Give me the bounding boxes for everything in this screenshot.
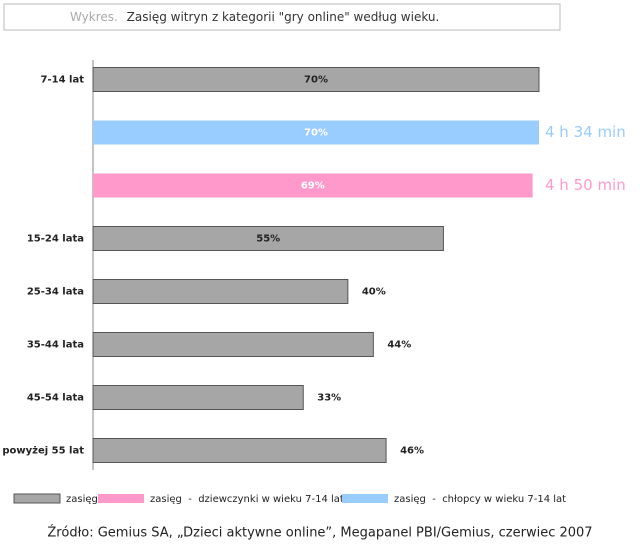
value-label: 70%	[304, 75, 328, 86]
legend-swatch	[13, 493, 61, 504]
bar	[93, 173, 533, 198]
value-label: 55%	[256, 234, 280, 245]
source: Źródło: Gemius SA, „Dzieci aktywne onlin…	[47, 525, 592, 541]
legend-label: zasięg - dziewczynki w wieku 7-14 lat	[150, 494, 344, 505]
bar	[92, 226, 444, 251]
chart-title: Wykres. Zasięg witryn z kategorii "gry o…	[70, 10, 439, 24]
category-label: 7-14 lat	[41, 75, 85, 86]
value-label: 40%	[362, 287, 386, 298]
bar	[92, 385, 304, 410]
legend-label: zasięg	[66, 494, 98, 505]
annotation: 4 h 34 min	[545, 123, 626, 141]
category-label: 35-44 lata	[27, 340, 84, 351]
value-label: 69%	[301, 181, 325, 192]
title-prefix: Wykres.	[70, 10, 118, 24]
legend-label: zasięg - chłopcy w wieku 7-14 lat	[394, 494, 566, 505]
bar	[92, 332, 374, 357]
bar	[92, 279, 349, 304]
value-label: 33%	[317, 393, 341, 404]
category-label: 25-34 lata	[27, 287, 84, 298]
category-label: 45-54 lata	[27, 393, 84, 404]
title-text: Zasięg witryn z kategorii "gry online" w…	[127, 10, 440, 24]
value-label: 70%	[304, 128, 328, 139]
title-box	[3, 3, 561, 31]
bar	[93, 120, 539, 145]
category-label: powyżej 55 lat	[2, 446, 84, 457]
value-label: 46%	[400, 446, 424, 457]
value-label: 44%	[387, 340, 411, 351]
legend-swatch	[98, 494, 144, 503]
bar	[92, 67, 540, 92]
annotation: 4 h 50 min	[545, 176, 626, 194]
legend-swatch	[342, 494, 388, 503]
category-label: 15-24 lata	[27, 234, 84, 245]
bar	[92, 438, 387, 463]
